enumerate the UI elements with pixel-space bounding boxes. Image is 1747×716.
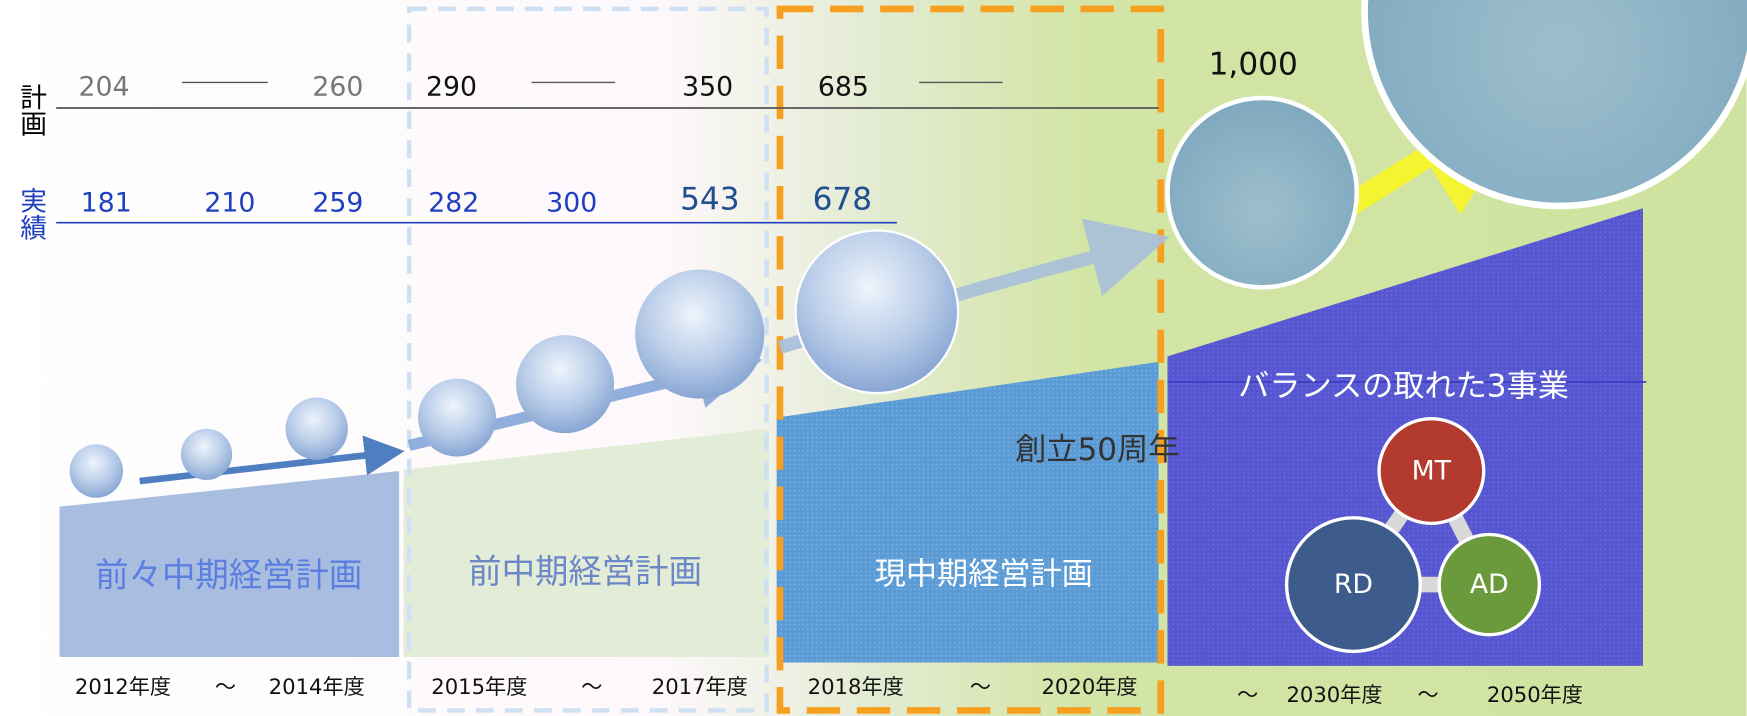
actual-value: 678: [813, 181, 872, 217]
actual-value: 282: [428, 187, 479, 218]
period: 2050年度: [1487, 682, 1583, 707]
period: 2012年度: [75, 674, 171, 699]
phase-name: 前々中期経営計画: [95, 555, 362, 594]
business-label: RD: [1334, 569, 1373, 600]
phase-name: 現中期経営計画: [875, 557, 1093, 593]
period: 〜: [1417, 682, 1438, 707]
plan-label: 計画: [15, 83, 46, 137]
period: 〜: [581, 674, 602, 699]
actual-label: 実績: [15, 187, 46, 241]
period: 2015年度: [431, 674, 527, 699]
actual-value: 300: [546, 187, 597, 218]
phase-name: バランスの取れた3事業: [1238, 369, 1569, 405]
business-label: MT: [1412, 456, 1452, 487]
period: 2020年度: [1041, 674, 1137, 699]
plan-value: 350: [682, 71, 733, 102]
actual-value: 210: [204, 187, 255, 218]
period: 2030年度: [1286, 682, 1382, 707]
plan-value: 290: [426, 71, 477, 102]
actual-value: 259: [312, 187, 363, 218]
period: 2018年度: [808, 674, 904, 699]
period: 2014年度: [269, 674, 365, 699]
actual-value: 181: [81, 187, 132, 218]
period: 〜: [215, 674, 236, 699]
phase-name: 前中期経営計画: [468, 552, 702, 591]
plan-value: 1,000: [1209, 47, 1298, 83]
period: 〜: [1237, 682, 1258, 707]
period: 2017年度: [652, 674, 748, 699]
plan-value: 260: [312, 71, 363, 102]
actual-value: 543: [680, 181, 739, 217]
period: 〜: [970, 674, 991, 699]
business-label: AD: [1470, 569, 1509, 600]
plan-value: 204: [79, 71, 130, 102]
milestone: 創立50周年: [1015, 432, 1179, 468]
plan-value: 685: [818, 71, 869, 102]
infographic: 計画 実績 204 260 290 350 685 1,000 181 210 …: [0, 0, 1747, 716]
